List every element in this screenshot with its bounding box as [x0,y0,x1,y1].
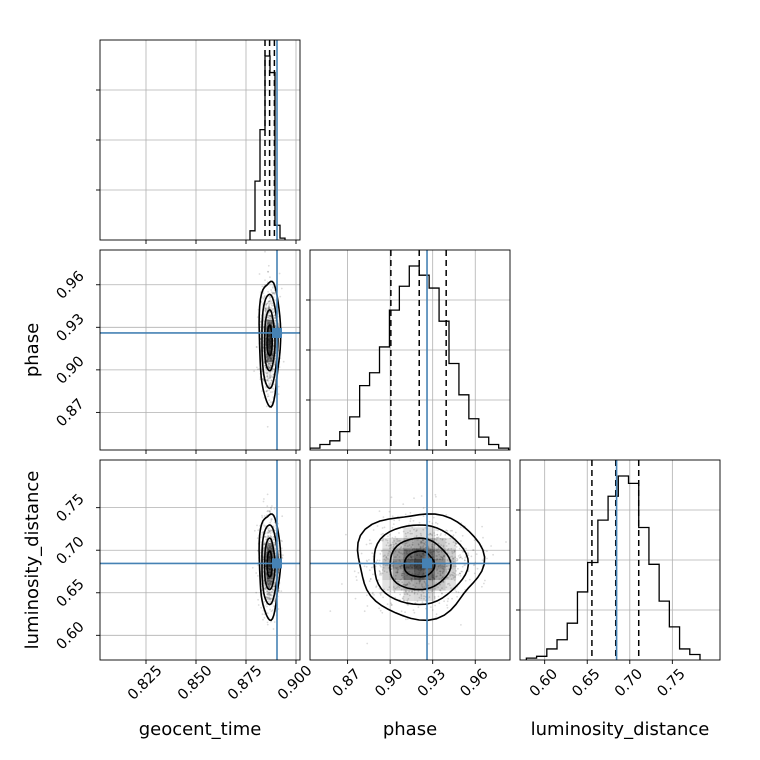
x-tick-label: 0.93 [415,666,449,700]
truth-marker [272,327,282,338]
panel-phase-hist [306,249,511,454]
panel-luminosity_distance-vs-geocent_time: 0.60 0.65 0.70 0.75 0.825 0.850 0.875 0.900 [54,459,316,704]
panel-frame [309,459,511,661]
y-axis-label-phase: phase [22,323,43,377]
panel-frame [309,249,511,451]
y-axis-label-luminosity_distance: luminosity_distance [22,471,43,650]
truth-marker [272,558,282,569]
x-tick-label: 0.60 [527,666,561,700]
panel-frame [99,39,301,241]
contour-level-3 [258,280,282,408]
histogram-geocent_time [249,55,286,240]
histogram-luminosity_distance [525,475,701,660]
x-tick-label: 0.70 [612,666,646,700]
y-tick-label: 0.60 [54,619,88,653]
truth-marker [422,558,433,569]
panel-frame [99,459,301,661]
panel-luminosity_distance-vs-phase: 0.87 0.90 0.93 0.96 [309,459,511,700]
contour-level-0 [266,550,273,578]
x-axis-label-luminosity_distance: luminosity_distance [531,719,710,740]
contour-level-1 [263,309,276,372]
x-tick-label: 0.96 [457,666,491,700]
contour-level-2 [261,524,279,606]
contour-level-1 [389,537,452,591]
histogram-phase [310,265,510,450]
panel-frame [99,249,301,451]
y-tick-label: 0.87 [54,396,88,430]
x-tick-label: 0.75 [655,666,689,700]
panel-phase-vs-geocent_time: 0.87 0.90 0.93 0.96 [54,249,301,454]
contour-level-2 [261,293,279,390]
panel-frame [519,459,721,661]
scatter-points [253,250,285,428]
y-tick-label: 0.75 [54,491,88,525]
x-axis-label-geocent_time: geocent_time [139,719,262,740]
contour-level-1 [263,537,276,591]
x-tick-label: 0.875 [225,663,266,704]
y-tick-label: 0.65 [54,576,88,610]
y-tick-label: 0.90 [54,353,88,387]
contour-level-0 [266,324,273,357]
panel-luminosity_distance-hist: 0.60 0.65 0.70 0.75 [516,459,721,700]
contour-level-3 [258,513,282,622]
scatter-points [329,493,507,645]
x-axis-label-phase: phase [383,719,437,740]
panels: 0.870.900.930.960.600.650.700.750.825 0.8… [54,39,721,704]
y-tick-label: 0.96 [54,268,88,302]
x-tick-label: 0.900 [275,663,316,704]
contour-level-3 [356,513,486,622]
y-tick-label: 0.93 [54,311,88,345]
y-tick-label: 0.70 [54,534,88,568]
x-tick-label: 0.850 [175,663,216,704]
x-tick-label: 0.825 [125,663,166,704]
x-tick-label: 0.90 [372,666,406,700]
panel-geocent_time-hist [96,39,301,244]
x-tick-label: 0.87 [330,666,364,700]
x-tick-label: 0.65 [569,666,603,700]
contour-level-2 [373,524,470,606]
